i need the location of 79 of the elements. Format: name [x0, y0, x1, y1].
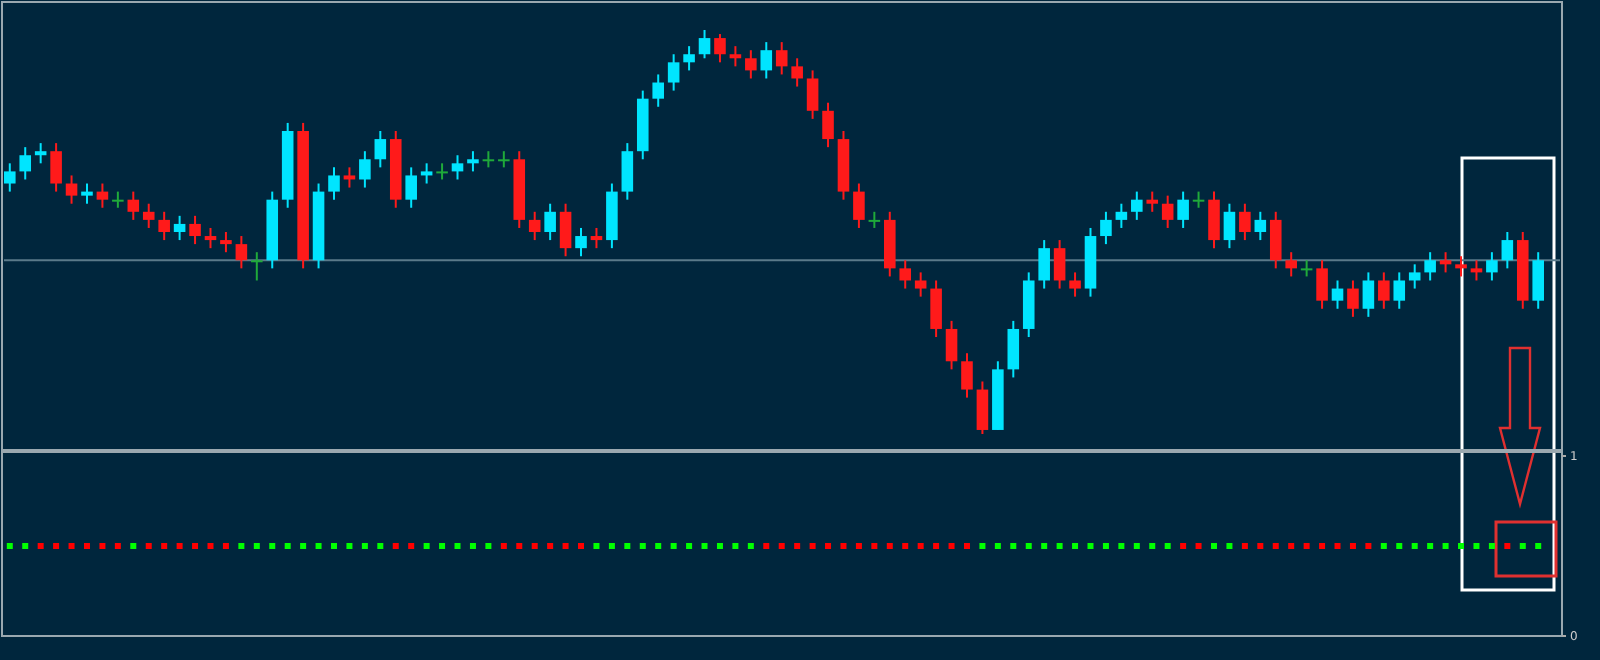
candlestick — [652, 73, 664, 108]
candlestick — [853, 182, 865, 229]
candlestick — [528, 210, 541, 242]
candlestick — [405, 166, 417, 209]
candlestick — [1254, 210, 1267, 242]
candlestick — [760, 41, 773, 80]
candlestick — [1161, 194, 1174, 229]
candlestick — [467, 150, 479, 173]
candlestick — [1470, 259, 1483, 282]
candlestick — [729, 45, 742, 68]
candlestick — [621, 142, 634, 201]
candlestick — [1223, 202, 1236, 250]
candlestick — [451, 154, 464, 181]
candlestick — [667, 53, 680, 92]
candlestick — [1486, 251, 1498, 282]
candlestick — [698, 29, 711, 60]
candlestick — [1115, 202, 1128, 229]
candlestick — [1362, 271, 1375, 318]
candlestick — [1100, 210, 1112, 246]
candlestick — [1177, 190, 1189, 229]
candlestick — [806, 69, 819, 120]
candlestick — [204, 226, 217, 250]
candlestick — [1269, 210, 1282, 270]
candlestick — [899, 259, 912, 290]
candlestick — [1331, 279, 1344, 310]
candlestick — [189, 214, 201, 246]
candlestick — [1455, 255, 1467, 278]
candlestick — [1378, 271, 1390, 310]
candlestick — [127, 190, 140, 221]
candlestick — [81, 182, 93, 205]
candlestick — [4, 162, 16, 193]
candlestick — [34, 142, 47, 165]
candlestick — [328, 166, 340, 201]
candlestick — [1532, 251, 1544, 310]
candlestick — [158, 210, 170, 242]
candlestick — [791, 57, 803, 88]
candlestick — [420, 162, 433, 185]
candlestick — [745, 49, 757, 80]
candlestick — [359, 150, 371, 189]
candlestick — [544, 202, 556, 242]
candlestick — [559, 202, 572, 258]
candlestick — [1393, 271, 1406, 310]
candlestick — [251, 251, 263, 282]
candlestick — [19, 146, 32, 181]
candlestick — [683, 45, 695, 72]
candlestick — [1408, 263, 1421, 290]
candlestick — [961, 352, 973, 399]
candlestick — [1285, 251, 1297, 278]
candlestick — [945, 319, 958, 371]
candlestick — [930, 279, 942, 339]
candlestick — [343, 166, 356, 189]
candlestick — [142, 202, 155, 229]
candlestick — [1069, 271, 1081, 298]
candlestick — [714, 33, 726, 64]
candlestick — [1439, 251, 1452, 274]
candlestick — [1316, 259, 1328, 310]
candlestick — [1347, 279, 1359, 318]
candlestick — [775, 41, 788, 76]
candlestick — [1208, 190, 1220, 250]
candlestick — [50, 142, 62, 193]
candlestick — [1424, 251, 1436, 282]
candlestick — [1131, 190, 1143, 221]
candlestick — [822, 101, 834, 149]
candlestick — [65, 174, 78, 205]
candlestick — [1501, 231, 1514, 270]
candlestick — [96, 182, 109, 209]
candlestick — [235, 235, 248, 270]
candlestick — [914, 271, 927, 298]
candlestick — [1239, 202, 1251, 242]
candlestick — [374, 130, 387, 169]
candlestick — [575, 226, 587, 258]
candlestick — [1038, 239, 1050, 290]
candlestick — [1053, 239, 1066, 290]
candlestick — [220, 231, 232, 254]
candlestick — [1146, 190, 1159, 213]
candlestick — [590, 226, 603, 250]
candlestick — [173, 214, 186, 242]
candlestick — [976, 380, 989, 435]
candlestick — [1007, 319, 1020, 379]
